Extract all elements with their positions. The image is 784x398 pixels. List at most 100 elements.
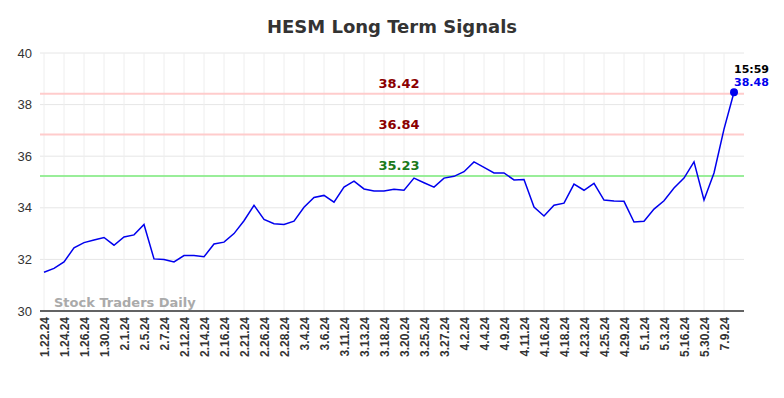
y-tick: 30 <box>18 304 40 319</box>
y-grid-line <box>40 259 744 260</box>
x-tick: 3.18.24 <box>378 311 392 357</box>
y-tick: 36 <box>18 149 40 164</box>
x-grid-line <box>264 53 265 311</box>
y-tick-label: 30 <box>18 304 32 319</box>
watermark: Stock Traders Daily <box>54 295 196 310</box>
x-tick: 5.1.24 <box>638 311 652 350</box>
x-tick: 2.7.24 <box>158 311 172 350</box>
x-grid-line <box>584 53 585 311</box>
x-tick-label: 5.16.24 <box>678 317 692 357</box>
x-tick: 3.27.24 <box>438 311 452 357</box>
x-axis-line <box>40 310 744 312</box>
reference-label: 38.42 <box>378 76 419 91</box>
x-grid-line <box>144 53 145 311</box>
x-tick: 1.24.24 <box>58 311 72 357</box>
y-axis-line <box>40 54 41 312</box>
y-grid-line <box>40 311 744 312</box>
x-grid-line <box>224 53 225 311</box>
reference-label: 36.84 <box>378 117 419 132</box>
x-tick: 7.9.24 <box>718 311 732 350</box>
y-tick-label: 38 <box>18 97 32 112</box>
x-tick-label: 4.23.24 <box>578 317 592 357</box>
x-grid-line <box>344 53 345 311</box>
x-grid-line <box>464 53 465 311</box>
x-tick-label: 7.9.24 <box>718 317 732 351</box>
price-line <box>44 92 734 272</box>
y-grid-line <box>40 53 744 54</box>
x-tick: 2.21.24 <box>238 311 252 357</box>
x-tick: 1.26.24 <box>78 311 92 357</box>
y-tick: 32 <box>18 252 40 267</box>
x-grid-line <box>604 53 605 311</box>
x-grid-line <box>324 53 325 311</box>
reference-line <box>40 134 744 136</box>
x-tick-label: 2.28.24 <box>278 317 292 357</box>
x-grid-line <box>304 53 305 311</box>
x-grid-line <box>404 53 405 311</box>
x-grid-line <box>564 53 565 311</box>
x-grid-line <box>164 53 165 311</box>
x-grid-line <box>724 53 725 311</box>
reference-line <box>40 93 744 95</box>
x-tick: 4.25.24 <box>598 311 612 357</box>
x-tick-label: 2.26.24 <box>258 317 272 357</box>
x-tick-label: 2.21.24 <box>238 317 252 357</box>
y-grid-line <box>40 156 744 157</box>
x-tick: 4.29.24 <box>618 311 632 357</box>
x-tick-label: 2.12.24 <box>178 317 192 357</box>
x-tick-label: 5.1.24 <box>638 317 652 351</box>
x-grid-line <box>624 53 625 311</box>
y-tick: 34 <box>18 200 40 215</box>
x-tick-label: 1.22.24 <box>38 317 52 357</box>
x-tick-label: 2.7.24 <box>158 317 172 351</box>
last-value-label: 38.48 <box>734 76 769 89</box>
y-grid-line <box>40 104 744 105</box>
x-tick: 2.5.24 <box>138 311 152 350</box>
x-tick-label: 1.26.24 <box>78 317 92 357</box>
x-tick: 4.4.24 <box>478 311 492 350</box>
x-tick: 1.30.24 <box>98 311 112 357</box>
reference-label: 35.23 <box>378 158 419 173</box>
x-tick: 4.2.24 <box>458 311 472 350</box>
x-tick-label: 1.24.24 <box>58 317 72 357</box>
x-grid-line <box>104 53 105 311</box>
y-tick: 38 <box>18 97 40 112</box>
x-tick: 4.18.24 <box>558 311 572 357</box>
x-grid-line <box>204 53 205 311</box>
x-grid-line <box>384 53 385 311</box>
x-tick-label: 5.30.24 <box>698 317 712 357</box>
x-tick-label: 3.25.24 <box>418 317 432 357</box>
y-grid-line <box>40 207 744 208</box>
x-grid-line <box>84 53 85 311</box>
x-tick-label: 1.30.24 <box>98 317 112 357</box>
x-tick-label: 4.4.24 <box>478 317 492 351</box>
x-tick-label: 4.2.24 <box>458 317 472 351</box>
x-tick-label: 3.20.24 <box>398 317 412 357</box>
x-grid-line <box>184 53 185 311</box>
x-axis: 1.22.24 1.24.24 1.26.24 1.30.24 2.1.24 2.5.24… <box>38 311 744 357</box>
x-tick: 5.16.24 <box>678 311 692 357</box>
x-grid-line <box>244 53 245 311</box>
x-tick: 5.30.24 <box>698 311 712 357</box>
x-grid-line <box>484 53 485 311</box>
x-tick: 2.12.24 <box>178 311 192 357</box>
x-grid-line <box>444 53 445 311</box>
x-tick: 3.11.24 <box>338 311 352 356</box>
time-label: 15:59 <box>734 63 769 76</box>
x-tick: 3.6.24 <box>318 311 332 350</box>
x-tick-label: 3.13.24 <box>358 317 372 357</box>
x-tick: 2.1.24 <box>118 311 132 350</box>
x-tick: 1.22.24 <box>38 311 52 357</box>
x-tick-label: 2.16.24 <box>218 317 232 357</box>
y-tick-label: 36 <box>18 149 32 164</box>
x-grid-line <box>284 53 285 311</box>
x-grid-line <box>684 53 685 311</box>
x-tick-label: 2.1.24 <box>118 317 132 351</box>
x-tick-label: 5.3.24 <box>658 317 672 351</box>
x-tick: 4.9.24 <box>498 311 512 350</box>
x-tick-label: 4.9.24 <box>498 317 512 351</box>
x-tick-label: 4.11.24 <box>518 317 532 357</box>
x-grid-line <box>664 53 665 311</box>
x-tick: 3.13.24 <box>358 311 372 357</box>
x-tick: 4.23.24 <box>578 311 592 357</box>
